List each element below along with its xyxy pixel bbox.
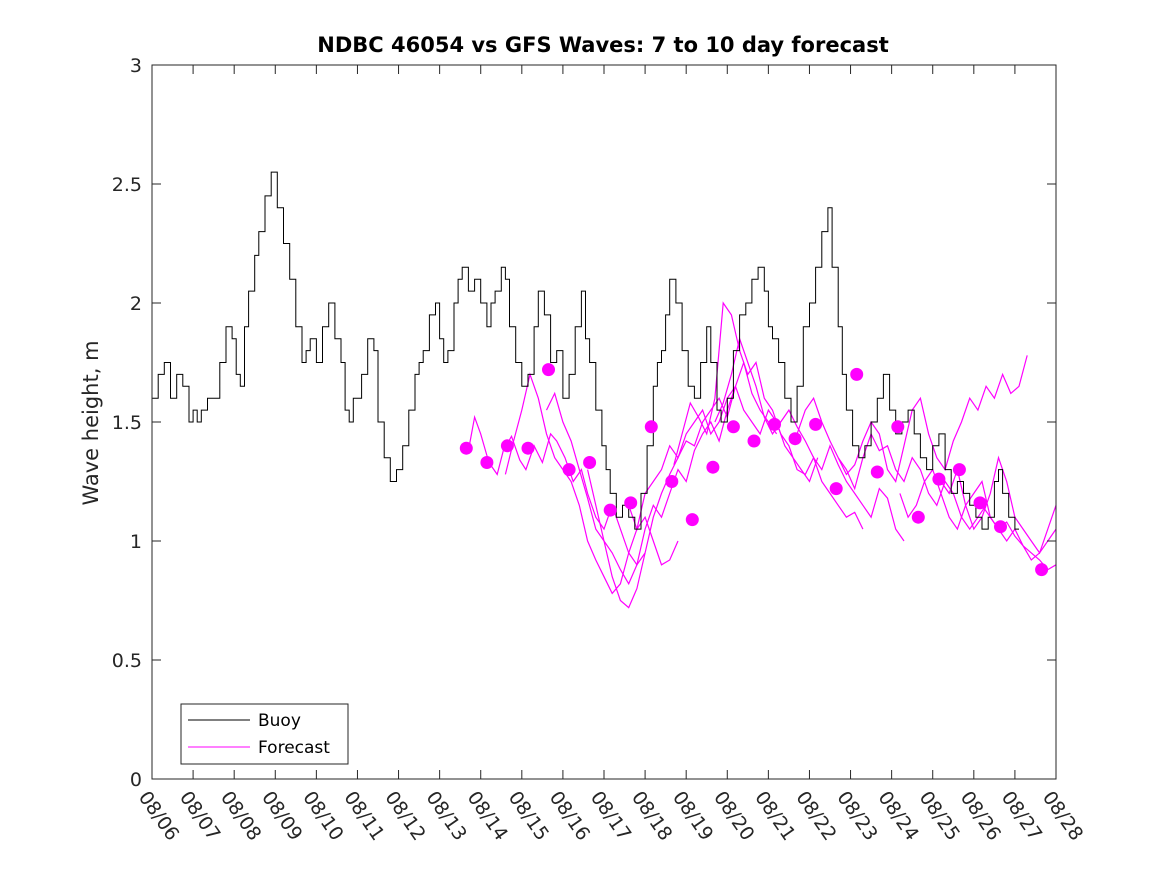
forecast-point bbox=[459, 441, 473, 455]
x-tick-label: 08/09 bbox=[257, 787, 306, 844]
forecast-line bbox=[545, 386, 737, 586]
y-tick-label: 1 bbox=[130, 531, 142, 553]
forecast-point bbox=[768, 417, 781, 431]
forecast-point bbox=[829, 482, 843, 496]
forecast-point bbox=[870, 465, 884, 479]
forecast-point bbox=[994, 520, 1007, 534]
forecast-line bbox=[628, 384, 819, 532]
forecast-point bbox=[603, 503, 617, 517]
legend-box bbox=[180, 703, 349, 765]
x-tick-label: 08/19 bbox=[668, 787, 717, 844]
forecast-point bbox=[706, 460, 720, 474]
series-layer bbox=[152, 171, 1057, 609]
forecast-point bbox=[911, 510, 925, 524]
forecast-point bbox=[542, 363, 555, 377]
forecast-point bbox=[952, 463, 966, 477]
x-tick-label: 08/28 bbox=[1038, 787, 1087, 844]
forecast-point bbox=[1035, 563, 1049, 577]
legend: Buoy Forecast bbox=[180, 703, 349, 765]
x-tick-label: 08/12 bbox=[380, 787, 429, 844]
plot-background bbox=[152, 65, 1056, 779]
forecast-point bbox=[562, 463, 576, 477]
forecast-point bbox=[932, 472, 946, 486]
x-tick-label: 08/10 bbox=[298, 787, 347, 844]
x-tick-label: 08/07 bbox=[175, 787, 224, 844]
forecast-point bbox=[583, 456, 597, 469]
y-axis-label: Wave height, m bbox=[79, 340, 103, 505]
y-tick-label: 2 bbox=[130, 293, 142, 315]
forecast-point bbox=[973, 496, 987, 510]
forecast-line bbox=[673, 301, 864, 530]
x-tick-label: 08/11 bbox=[339, 787, 388, 844]
x-tick-label: 08/27 bbox=[997, 787, 1046, 844]
y-tick-label: 3 bbox=[130, 55, 142, 77]
forecast-line bbox=[899, 468, 1057, 561]
x-tick-label: 08/23 bbox=[832, 787, 881, 844]
x-tick-label: 08/22 bbox=[791, 787, 840, 844]
forecast-point bbox=[685, 513, 699, 527]
x-tick-label: 08/21 bbox=[750, 787, 799, 844]
y-tick-label: 0.5 bbox=[112, 650, 142, 672]
forecast-point bbox=[747, 434, 761, 448]
y-tick-label: 1.5 bbox=[112, 412, 142, 434]
forecast-point bbox=[788, 432, 802, 446]
x-tick-label: 08/14 bbox=[463, 787, 512, 844]
forecast-point bbox=[644, 420, 658, 434]
forecast-point bbox=[624, 496, 638, 510]
forecast-point bbox=[726, 420, 740, 434]
y-tick-label: 2.5 bbox=[112, 174, 142, 196]
forecast-point bbox=[480, 456, 494, 469]
forecast-line bbox=[796, 396, 987, 531]
forecast-point bbox=[665, 475, 679, 488]
forecast-point bbox=[500, 439, 514, 453]
forecast-line bbox=[714, 336, 905, 542]
y-axis: 0 0.5 1 1.5 2 2.5 3 bbox=[112, 55, 1056, 791]
forecast-point bbox=[521, 441, 535, 455]
y-tick-label: 0 bbox=[130, 769, 142, 791]
legend-forecast-label: Forecast bbox=[258, 738, 330, 758]
x-tick-label: 08/25 bbox=[915, 787, 964, 844]
forecast-point bbox=[850, 367, 864, 381]
x-tick-label: 08/20 bbox=[709, 787, 758, 844]
chart-title: NDBC 46054 vs GFS Waves: 7 to 10 day for… bbox=[317, 33, 888, 57]
x-tick-label: 08/18 bbox=[627, 787, 676, 844]
x-tick-label: 08/26 bbox=[956, 787, 1005, 844]
legend-buoy-label: Buoy bbox=[258, 711, 301, 731]
forecast-point bbox=[891, 420, 905, 434]
x-tick-label: 08/24 bbox=[874, 787, 923, 844]
x-tick-label: 08/06 bbox=[134, 787, 183, 844]
forecast-point bbox=[809, 417, 823, 431]
x-tick-label: 08/13 bbox=[422, 787, 471, 844]
x-tick-label: 08/17 bbox=[586, 787, 635, 844]
buoy-line bbox=[152, 171, 1019, 530]
x-tick-label: 08/16 bbox=[545, 787, 594, 844]
x-tick-label: 08/15 bbox=[504, 787, 553, 844]
x-tick-label: 08/08 bbox=[216, 787, 265, 844]
forecast-line bbox=[504, 372, 679, 595]
